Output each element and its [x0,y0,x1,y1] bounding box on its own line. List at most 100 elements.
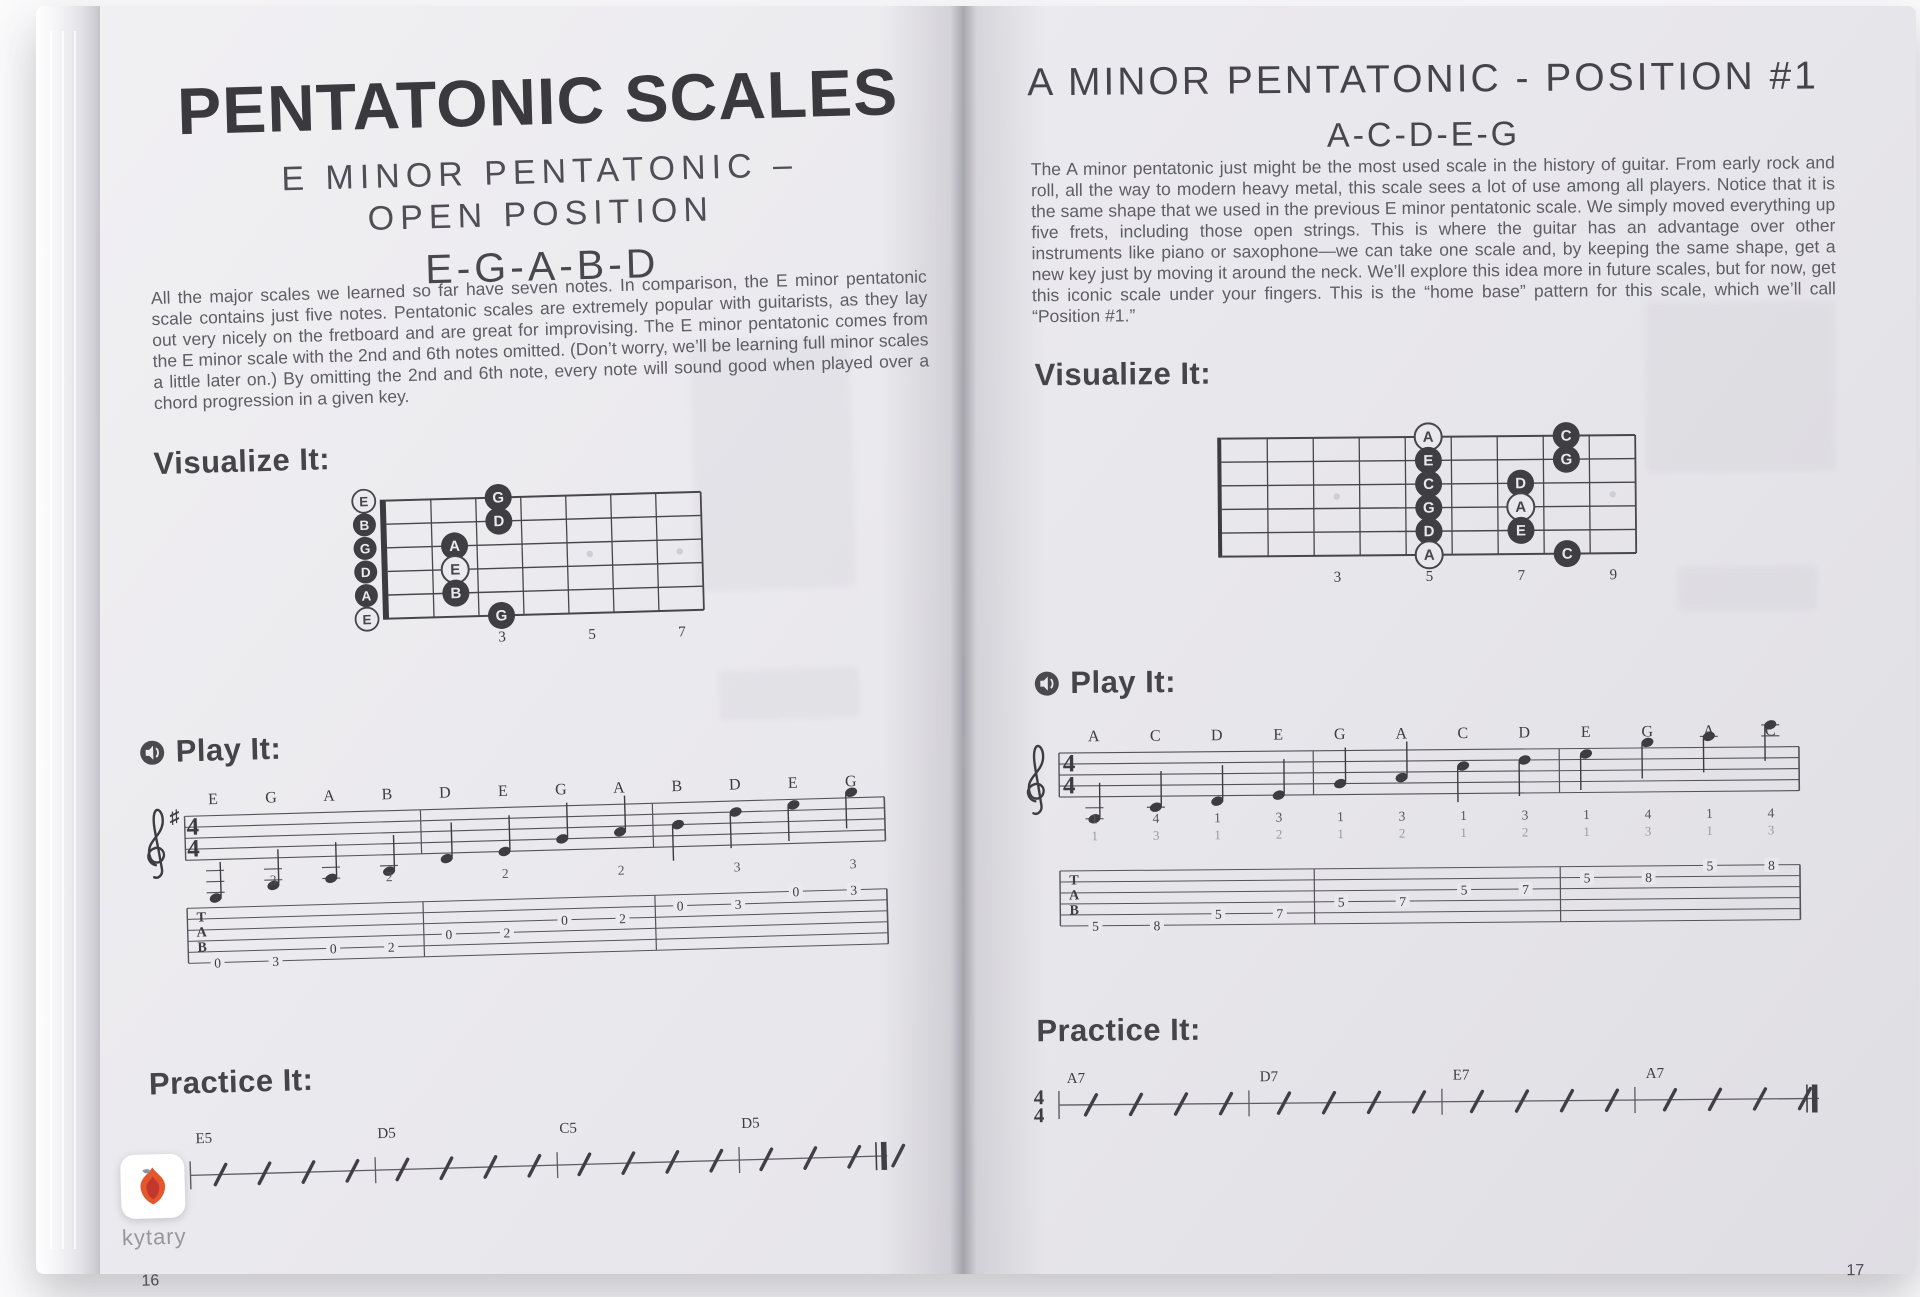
note-name: B [381,786,392,803]
fingering-number: 4 [1645,806,1652,821]
fret-number: 9 [1610,567,1618,583]
fingering-number: 1 [1583,824,1590,839]
final-barline-thin [876,1142,877,1170]
treble-clef [147,810,165,878]
chord-symbol: C5 [559,1121,577,1137]
note-name: E [1581,724,1591,741]
play-heading-label: Play It: [175,731,282,770]
note-name: E [1273,727,1283,744]
time-signature: 4 [187,835,201,862]
watermark-badge [120,1154,186,1220]
tab-number: 0 [330,941,337,956]
tab-number: 5 [1092,919,1099,934]
bleed-through-artifact [1677,565,1817,611]
fingering-number: 3 [734,859,741,874]
practice-heading: Practice It: [1036,1012,1201,1049]
note-name: G [1334,726,1346,743]
staff-line [186,841,886,861]
practice-strip: 44A7D7E7A7 [1007,1050,1848,1152]
note-name: G [265,789,277,806]
note-stem [673,827,674,861]
barline [375,1157,376,1183]
fret-line [1405,437,1406,555]
staff-line [185,819,885,839]
tab-line [1060,898,1800,904]
fingering-number: 2 [1522,824,1529,839]
tab-number: 5 [1706,858,1713,873]
fret-line [1359,437,1360,555]
fret-number: 5 [588,627,596,643]
fret-line [521,497,524,615]
visualize-heading-label: Visualize It: [1034,356,1211,394]
fingering-number: 3 [270,872,277,887]
fingering-number: 2 [1276,827,1283,842]
ledger-line [206,881,224,882]
fingering-number: 1 [1091,811,1098,826]
fretboard-dot-label: A [449,538,460,555]
barline [739,1147,740,1173]
tab-number: 7 [1399,894,1406,909]
chord-symbol: E7 [1453,1067,1470,1083]
note-stem [220,862,221,896]
tab-line [1060,887,1800,893]
tab-number: 0 [214,955,221,970]
fingering-number: 3 [1522,807,1529,822]
fretboard-dot-label: G [1560,451,1572,468]
tab-line [1060,909,1800,915]
book-spread: PENTATONIC SCALES E MINOR PENTATONIC – O… [36,6,1916,1274]
string-line [386,492,701,501]
page-title: PENTATONIC SCALES [142,52,934,150]
chord-symbol: A7 [1646,1066,1665,1082]
note-stem [509,815,510,849]
time-signature: 4 [1063,772,1076,799]
open-string-label: G [360,541,371,556]
tab-number: 8 [1153,918,1160,933]
tab-number: 2 [388,940,395,955]
fret-number: 7 [678,624,686,640]
note-stem [278,849,279,883]
open-string-label: B [359,518,369,533]
fret-line [1497,436,1498,554]
string-line [388,586,703,595]
practice-heading-label: Practice It: [1036,1012,1201,1049]
barline [187,908,189,963]
tab-number: 0 [561,913,568,928]
fingering-number: 1 [1706,823,1713,838]
fingering-number: 1 [1091,828,1098,843]
final-barline-thick [1812,1084,1818,1112]
chord-symbol: D7 [1260,1069,1279,1085]
fretboard-dot-label: C [1423,476,1434,493]
right-page: A MINOR PENTATONIC - POSITION #1 A-C-D-E… [943,10,1874,1280]
note-name: E [208,791,218,808]
fret-line [611,494,614,612]
intro-paragraph: The A minor pentatonic just might be the… [1031,152,1836,327]
tab-line [188,911,888,931]
fretboard-dot-label: A [1515,499,1526,516]
tab-line [189,944,889,964]
left-page: PENTATONIC SCALES E MINOR PENTATONIC – O… [80,5,955,1297]
fret-line [701,492,704,610]
note-stem [846,794,847,828]
tab-clef-letter: B [197,940,207,955]
open-string-label: E [362,612,371,627]
tab-clef-letter: B [1070,903,1079,918]
fretboard-dot-label: G [492,489,504,506]
fingering-number: 3 [1153,828,1160,843]
visualize-heading: Visualize It: [1034,356,1211,394]
note-stem [336,842,337,876]
open-string-label: D [361,565,371,580]
note-stem [393,835,394,869]
note-name: D [729,776,741,793]
inlay-marker [587,551,594,558]
page-title: A MINOR PENTATONIC - POSITION #1 [973,54,1873,106]
note-stem [624,796,625,830]
tab-line [1060,876,1800,882]
page-number-right: 17 [1846,1262,1864,1280]
fingering-number: 1 [1460,808,1467,823]
fret-line [476,498,479,616]
staff-line [1059,769,1799,775]
staff-line [185,830,885,850]
open-string-label: E [359,494,368,509]
fingering-number: 1 [1583,807,1590,822]
visualize-heading: Visualize It: [153,441,330,482]
